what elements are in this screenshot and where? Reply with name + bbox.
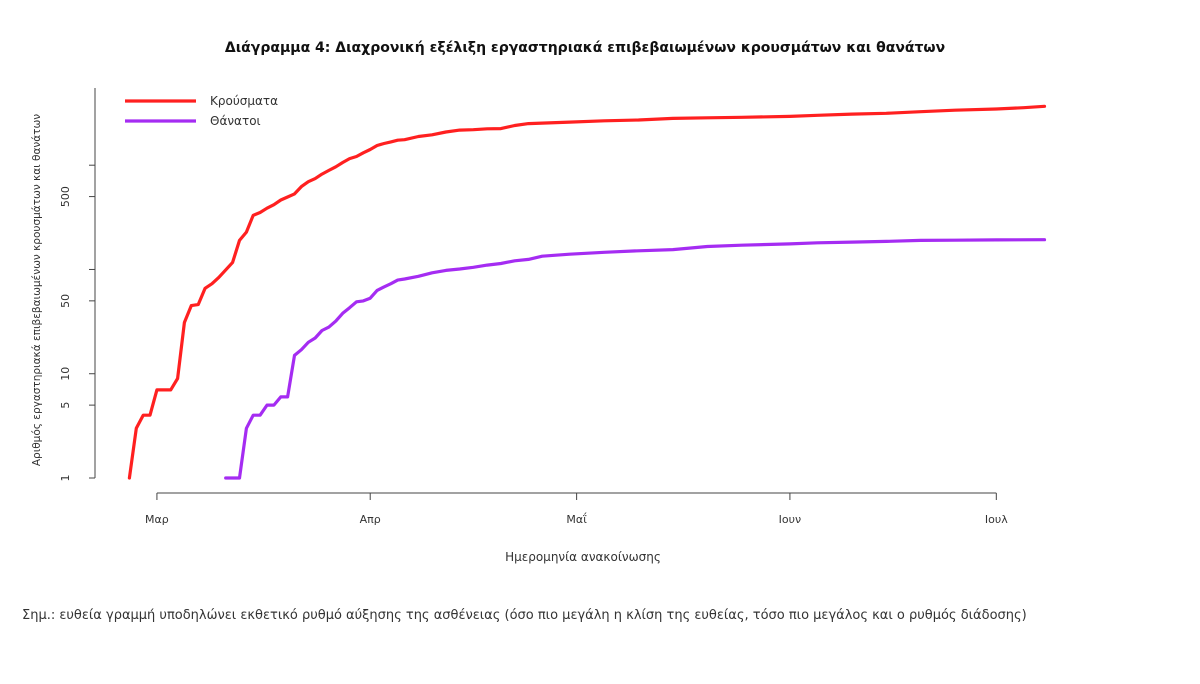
legend: Κρούσματα Θάνατοι xyxy=(125,94,278,128)
legend-label-1: Θάνατοι xyxy=(210,114,261,128)
footnote: Σημ.: ευθεία γραμμή υποδηλώνει εκθετικό … xyxy=(22,608,1027,623)
y-tick-label: 500 xyxy=(59,186,72,207)
x-tick-label: Μαΐ xyxy=(566,512,587,526)
y-tick-label: 5 xyxy=(59,402,72,409)
x-tick-label: Ιουν xyxy=(779,513,801,526)
y-tick-label: 1 xyxy=(59,475,72,482)
legend-label-0: Κρούσματα xyxy=(210,94,278,108)
y-axis-label: Αριθμός εργαστηριακά επιβεβαιωμένων κρου… xyxy=(31,114,43,466)
chart-title: Διάγραμμα 4: Διαχρονική εξέλιξη εργαστηρ… xyxy=(225,40,945,56)
chart: Διάγραμμα 4: Διαχρονική εξέλιξη εργαστηρ… xyxy=(31,40,1047,564)
x-tick-label: Ιουλ xyxy=(985,513,1008,526)
series-line-0 xyxy=(127,104,1047,480)
axes: 1 5 10 50 500 Μαρ Απρ Μαΐ Ιουν Ιουλ xyxy=(59,88,1008,526)
x-tick-label: Απρ xyxy=(360,513,381,526)
x-tick-label: Μαρ xyxy=(145,513,169,526)
y-tick-label: 10 xyxy=(59,367,72,381)
x-axis-label: Ημερομηνία ανακοίνωσης xyxy=(505,550,661,564)
y-tick-label: 50 xyxy=(59,294,72,308)
series-line-1 xyxy=(224,238,1047,480)
series-lines xyxy=(127,104,1047,480)
